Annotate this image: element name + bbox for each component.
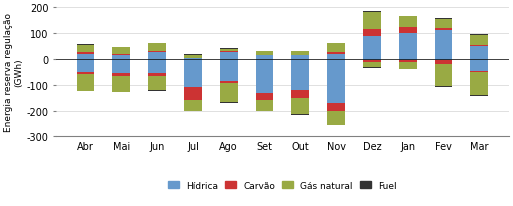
- Bar: [327, 60, 345, 103]
- Bar: [220, 52, 238, 53]
- Bar: [76, 53, 94, 54]
- Y-axis label: Energia reserva regulação
(GWh): Energia reserva regulação (GWh): [4, 13, 24, 132]
- Bar: [255, 101, 273, 111]
- Bar: [291, 56, 309, 60]
- Bar: [470, 47, 488, 60]
- Bar: [399, 69, 417, 70]
- Bar: [327, 111, 345, 125]
- Bar: [470, 46, 488, 47]
- Bar: [255, 56, 273, 60]
- Bar: [184, 58, 202, 60]
- Bar: [399, 61, 417, 63]
- Bar: [112, 77, 130, 92]
- Bar: [291, 60, 309, 90]
- Bar: [112, 54, 130, 56]
- Bar: [363, 61, 381, 63]
- Bar: [291, 98, 309, 115]
- Bar: [470, 36, 488, 46]
- Bar: [112, 92, 130, 93]
- Bar: [220, 81, 238, 83]
- Bar: [291, 52, 309, 56]
- Bar: [76, 54, 94, 60]
- Bar: [327, 103, 345, 111]
- Bar: [148, 44, 166, 52]
- Bar: [220, 49, 238, 52]
- Bar: [470, 35, 488, 36]
- Bar: [399, 17, 417, 27]
- Bar: [220, 60, 238, 81]
- Bar: [148, 74, 166, 77]
- Bar: [363, 68, 381, 69]
- Bar: [184, 88, 202, 101]
- Bar: [399, 27, 417, 34]
- Bar: [112, 60, 130, 74]
- Legend: Hídrica, Carvão, Gás natural, Fuel: Hídrica, Carvão, Gás natural, Fuel: [164, 177, 401, 193]
- Bar: [76, 46, 94, 53]
- Bar: [470, 71, 488, 73]
- Bar: [184, 56, 202, 58]
- Bar: [76, 60, 94, 73]
- Bar: [76, 75, 94, 91]
- Bar: [76, 45, 94, 46]
- Bar: [435, 31, 452, 60]
- Bar: [363, 63, 381, 68]
- Bar: [435, 20, 452, 29]
- Bar: [327, 44, 345, 53]
- Bar: [184, 101, 202, 111]
- Bar: [435, 61, 452, 65]
- Bar: [255, 111, 273, 112]
- Bar: [327, 53, 345, 54]
- Bar: [148, 60, 166, 74]
- Bar: [76, 73, 94, 75]
- Bar: [184, 55, 202, 56]
- Bar: [399, 63, 417, 69]
- Bar: [220, 53, 238, 60]
- Bar: [435, 65, 452, 87]
- Bar: [112, 74, 130, 77]
- Bar: [470, 60, 488, 71]
- Bar: [112, 48, 130, 54]
- Bar: [435, 19, 452, 20]
- Bar: [363, 36, 381, 60]
- Bar: [148, 77, 166, 91]
- Bar: [327, 54, 345, 60]
- Bar: [255, 60, 273, 93]
- Bar: [363, 60, 381, 61]
- Bar: [148, 52, 166, 53]
- Bar: [470, 73, 488, 96]
- Bar: [363, 13, 381, 30]
- Bar: [255, 52, 273, 56]
- Bar: [112, 56, 130, 60]
- Bar: [399, 60, 417, 61]
- Bar: [291, 51, 309, 52]
- Bar: [435, 29, 452, 31]
- Bar: [220, 83, 238, 103]
- Bar: [255, 51, 273, 52]
- Bar: [363, 12, 381, 13]
- Bar: [76, 91, 94, 92]
- Bar: [291, 90, 309, 98]
- Bar: [399, 34, 417, 60]
- Bar: [327, 125, 345, 126]
- Bar: [255, 93, 273, 101]
- Bar: [184, 111, 202, 112]
- Bar: [435, 60, 452, 61]
- Bar: [363, 30, 381, 36]
- Bar: [148, 53, 166, 60]
- Bar: [184, 60, 202, 88]
